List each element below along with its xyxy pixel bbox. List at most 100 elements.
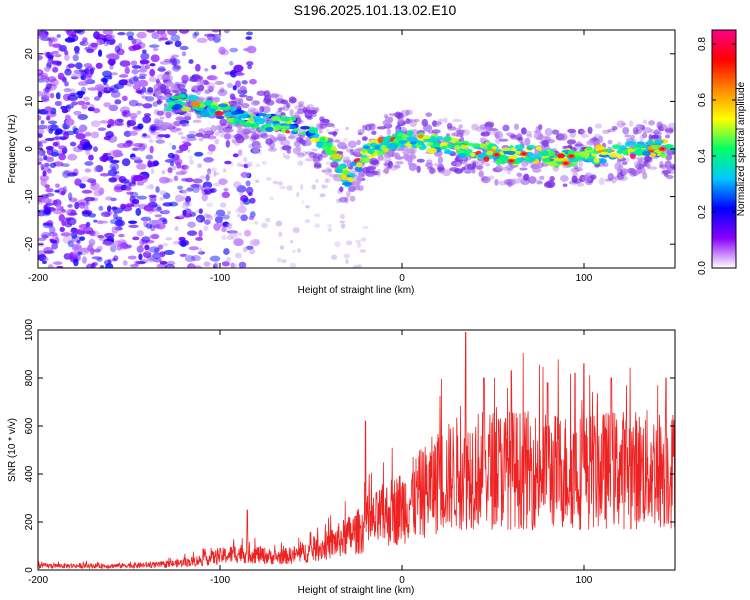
spectrogram-noise-blob [181,51,187,57]
spectrogram-noise-blob [86,48,95,53]
spectrogram-ridge-core [168,101,176,106]
spectrogram-noise-blob [135,103,144,107]
spectrogram-noise-blob [77,251,83,256]
spectrogram-ridge-core [270,115,281,122]
spectrogram-ridge-halo [349,195,356,202]
x-tick-label: -200 [28,575,48,586]
spectrogram-noise-blob [97,91,103,98]
spectrogram-ridge-halo [172,120,180,126]
spectrogram-noise-blob [121,158,131,167]
spectrogram-noise-blob [38,141,43,150]
spectrogram-ridge-core [361,148,367,153]
spectrogram-noise-blob [79,72,86,77]
spectrogram-ridge-halo [155,87,161,95]
spectrogram-noise-blob [311,184,317,190]
spectrogram-noise-blob [44,66,51,72]
spectrogram-ridge-halo [339,196,348,203]
spectrogram-noise-blob [126,79,134,88]
spectrogram-ridge-halo [308,151,317,159]
spectrogram-ridge-core [600,151,609,156]
spectrogram-ridge-halo [287,135,296,140]
spectrogram-ridge-halo [351,180,360,188]
spectrogram-ridge-halo [395,160,404,165]
spectrogram-ridge-halo [666,166,675,171]
spectrogram-noise-blob [54,189,60,193]
spectrogram-ridge-halo [384,115,390,124]
spectrogram-ridge-core [363,145,370,149]
spectrogram-ridge-halo [191,86,197,91]
spectrogram-noise-blob [275,220,283,227]
spectrogram-ridge-halo [304,157,314,162]
spectrogram-noise-blob [214,261,219,268]
spectrogram-noise-blob [48,39,53,47]
spectrogram-noise-blob [67,240,74,248]
spectrogram-noise-blob [85,147,91,156]
spectrogram-noise-blob [148,219,153,225]
spectrogram-noise-blob [51,60,63,65]
spectrogram-ridge-halo [498,180,508,186]
spectrogram-noise-blob [331,254,338,260]
spectrogram-hotspot-center [509,159,514,163]
spectrogram-ridge-core [444,148,451,152]
spectrogram-noise-blob [54,135,63,140]
spectrogram-noise-blob [209,188,215,193]
spectrogram-noise-blob [192,32,198,39]
spectrogram-noise-blob [279,245,284,250]
spectrogram-noise-blob [200,175,207,180]
spectrogram-ridge-halo [160,86,167,94]
spectrogram-noise-blob [345,258,349,265]
spectrogram-noise-blob [239,192,244,197]
spectrogram-ridge-halo [438,118,444,122]
spectrogram-noise-blob [207,151,214,155]
spectrogram-noise-blob [85,101,91,106]
spectrogram-noise-blob [66,30,74,36]
spectrogram-ridge-halo [622,127,630,135]
spectrogram-noise-blob [137,123,144,130]
spectrogram-noise-blob [69,251,74,260]
spectrogram-noise-blob [74,51,80,55]
spectrogram-noise-blob [74,178,82,186]
spectrogram-noise-blob [138,203,149,210]
spectrogram-ridge-halo [664,128,674,133]
spectrogram-ridge-halo [214,80,225,86]
spectrogram-noise-blob [141,95,148,99]
spectrogram-noise-blob [156,206,162,212]
spectrogram-noise-blob [340,223,346,229]
spectrogram-noise-blob [225,139,231,148]
spectrogram-noise-blob [64,54,70,62]
spectrogram-noise-blob [215,209,226,217]
spectrogram-noise-blob [131,198,140,205]
spectrogram-noise-blob [47,264,54,268]
chart-title: S196.2025.101.13.02.E10 [293,2,457,18]
spectrogram-noise-blob [190,255,201,262]
x-tick-label: 0 [399,273,405,284]
spectrogram-noise-blob [123,130,132,137]
spectrogram-noise-blob [174,158,183,166]
spectrogram-noise-blob [236,185,247,193]
spectrogram-ridge-halo [515,137,523,141]
spectrogram-noise-blob [265,217,271,223]
spectrogram-noise-blob [142,115,152,124]
spectrogram-noise-blob [142,133,147,137]
spectrogram-noise-blob [147,160,153,168]
spectrogram-noise-blob [159,190,167,196]
spectrogram-noise-blob [72,146,84,153]
spectrogram-ridge-halo [455,127,461,133]
spectrogram-y-label: Frequency (Hz) [7,115,18,184]
spectrogram-hotspot-center [494,153,499,156]
spectrogram-noise-blob [187,221,196,228]
snr-x-ticks: -200 -100 0 100 [28,330,593,586]
spectrogram-noise-blob [190,263,196,268]
spectrogram-noise-blob [48,128,54,134]
spectrogram-noise-blob [168,142,172,147]
spectrogram-noise-blob [118,176,127,183]
spectrogram-noise-blob [141,239,148,245]
spectrogram-ridge-halo [562,183,568,187]
spectrogram-noise-blob [71,73,82,79]
spectrogram-noise-blob [50,38,56,42]
spectrogram-ridge-core [593,157,600,163]
spectrogram-ridge-halo [480,132,486,136]
spectrogram-ridge-halo [188,130,198,134]
spectrogram-ridge-halo [648,129,656,134]
spectrogram-noise-blob [114,122,124,127]
